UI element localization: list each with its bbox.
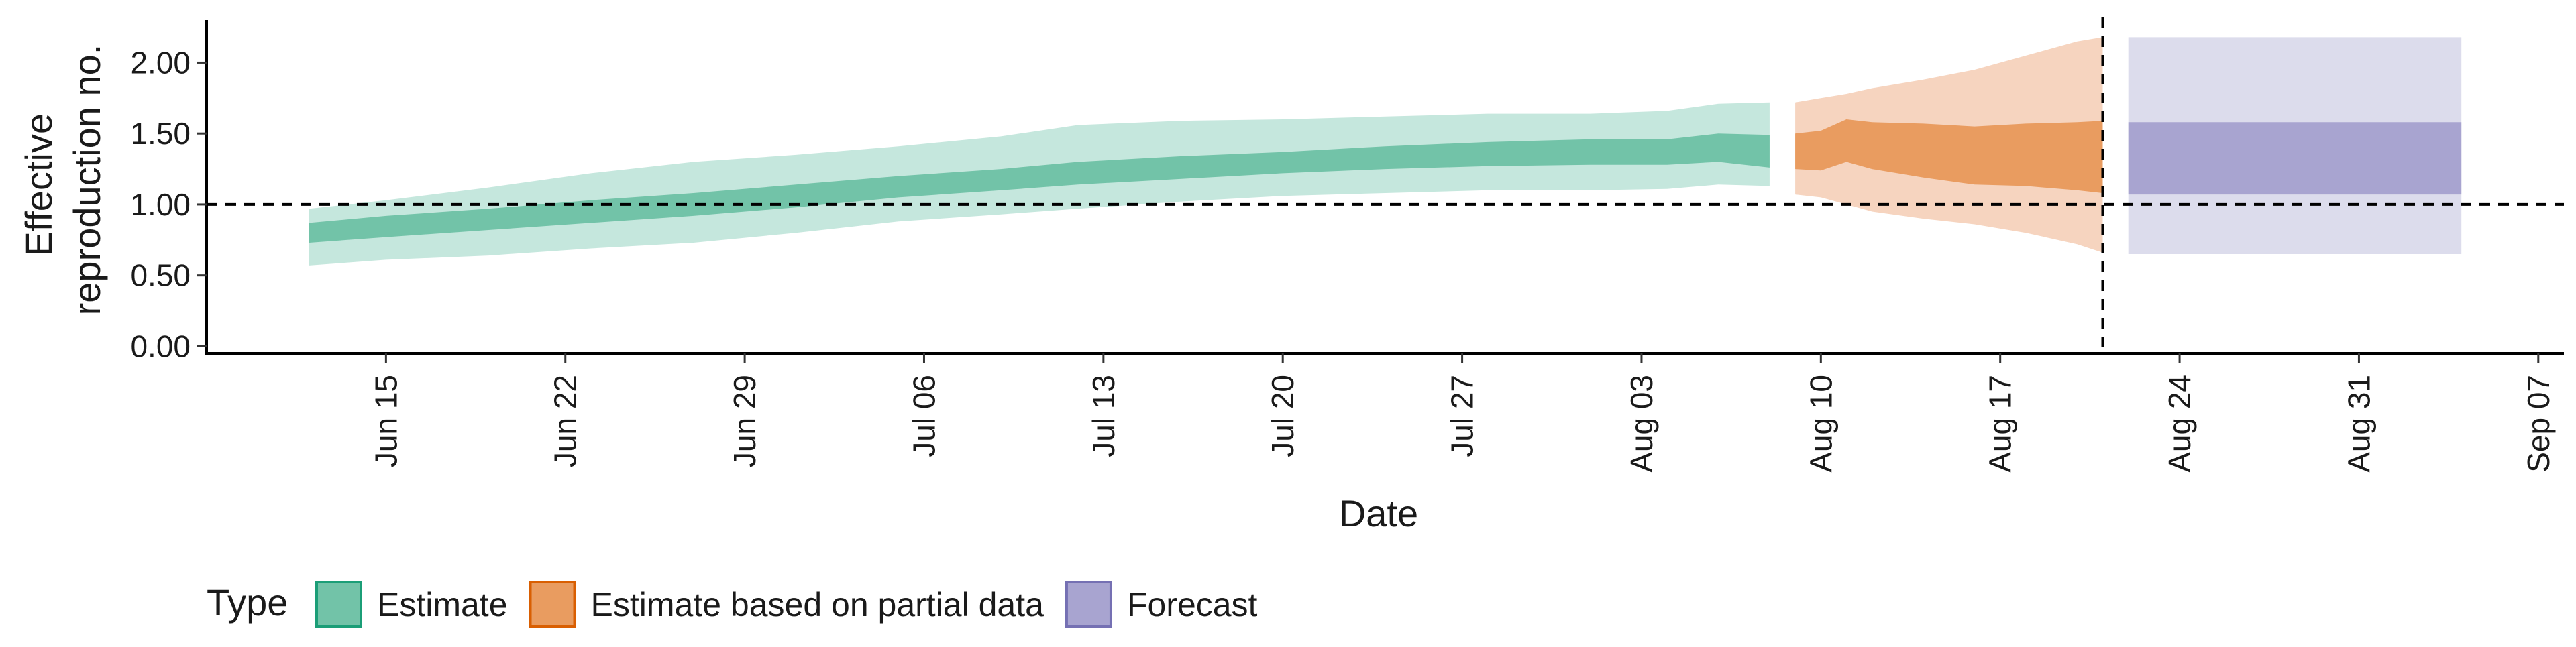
x-tick-label: Sep 07 — [2521, 375, 2556, 473]
x-tick-label: Jul 06 — [907, 375, 942, 457]
axes — [197, 20, 2564, 363]
y-axis-title-line-1: Effective — [17, 113, 60, 257]
x-axis-title: Date — [1339, 492, 1418, 534]
legend-label-1: Estimate based on partial data — [591, 586, 1044, 624]
legend-title: Type — [207, 581, 288, 624]
legend-swatch-0 — [315, 581, 362, 628]
band-50-series-2 — [2128, 122, 2462, 195]
x-tick-label: Aug 31 — [2341, 375, 2376, 473]
legend-swatch-2 — [1065, 581, 1112, 628]
legend: Type Estimate Estimate based on partial d… — [207, 581, 1258, 628]
y-axis-title-line-2: reproduction no. — [66, 44, 108, 316]
x-tick-label: Jul 27 — [1445, 375, 1480, 457]
y-tick-label: 0.00 — [130, 329, 191, 363]
x-tick-label: Aug 17 — [1983, 375, 2018, 473]
y-tick-labels: 0.00 0.50 1.00 1.50 2.00 — [130, 45, 191, 363]
y-tick-label: 1.00 — [130, 187, 191, 222]
x-tick-label: Jul 13 — [1086, 375, 1121, 457]
y-tick-label: 1.50 — [130, 116, 191, 151]
x-tick-label: Aug 24 — [2162, 375, 2197, 473]
x-tick-label: Aug 10 — [1803, 375, 1838, 473]
band-layer — [309, 37, 2462, 266]
y-tick-label: 0.50 — [130, 258, 191, 293]
y-axis-title: Effective reproduction no. — [17, 44, 108, 316]
band-50-series-1 — [1795, 119, 2103, 193]
x-tick-label: Jul 20 — [1265, 375, 1300, 457]
legend-swatch-1 — [529, 581, 576, 628]
x-tick-label: Aug 03 — [1624, 375, 1659, 473]
x-tick-label: Jun 29 — [727, 375, 762, 467]
legend-items: Estimate Estimate based on partial data Fo… — [315, 581, 1258, 628]
x-tick-label: Jun 15 — [368, 375, 403, 467]
x-tick-label: Jun 22 — [548, 375, 583, 467]
band-50-series-0 — [309, 133, 1770, 243]
x-tick-labels: Jun 15 Jun 22 Jun 29 Jul 06 Jul 13 Jul 20 Jul … — [368, 375, 2555, 473]
legend-label-0: Estimate — [377, 586, 508, 624]
legend-label-2: Forecast — [1127, 586, 1258, 624]
y-tick-label: 2.00 — [130, 45, 191, 80]
